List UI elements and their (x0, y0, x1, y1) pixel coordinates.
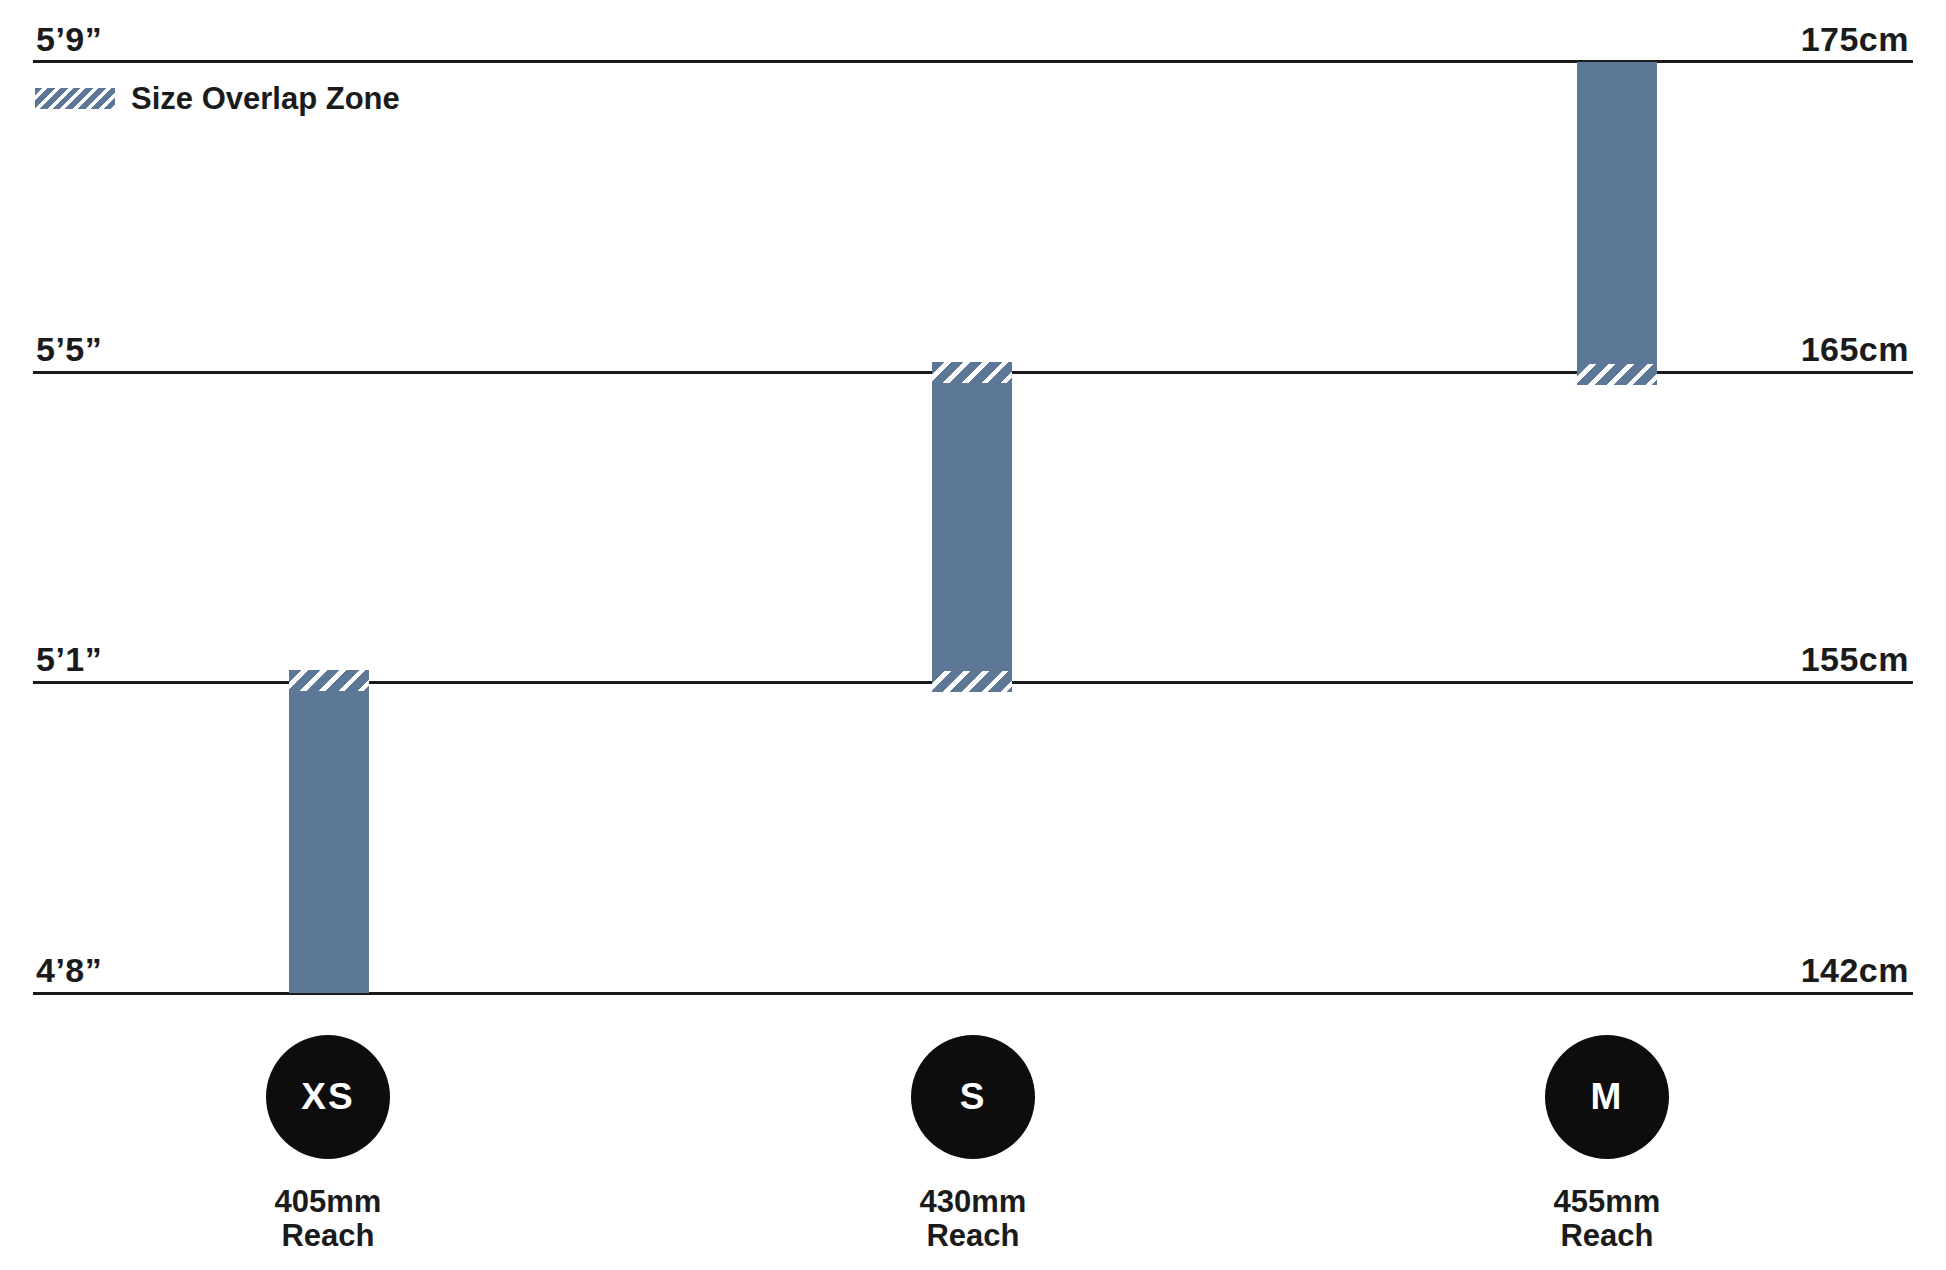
size-bar-xs (289, 670, 369, 993)
height-label-metric: 175cm (1801, 22, 1909, 56)
overlap-zone-s-top (932, 362, 1012, 383)
size-badge-s-label: S (960, 1076, 987, 1118)
size-bar-s (932, 362, 1012, 692)
height-label-imperial: 5’9” (36, 22, 102, 56)
reach-word-s: Reach (920, 1219, 1027, 1253)
reach-value-m: 455mm (1554, 1185, 1661, 1219)
size-column-xs: XS 405mm Reach (228, 1035, 428, 1253)
height-label-metric: 142cm (1801, 953, 1909, 987)
legend: Size Overlap Zone (35, 83, 400, 114)
reach-value-s: 430mm (920, 1185, 1027, 1219)
size-bar-xs-fill (289, 691, 369, 993)
reach-label-s: 430mm Reach (920, 1185, 1027, 1253)
size-badge-xs: XS (266, 1035, 390, 1159)
size-bar-m (1577, 62, 1657, 385)
size-bar-m-fill (1577, 62, 1657, 364)
size-chart: 5’9” 5’5” 5’1” 4’8” 175cm 165cm 155cm 14… (0, 0, 1946, 1270)
size-badge-xs-label: XS (301, 1076, 354, 1118)
reach-word-m: Reach (1554, 1219, 1661, 1253)
overlap-hatch-icon (35, 88, 115, 109)
height-label-imperial: 5’1” (36, 642, 102, 676)
reach-word-xs: Reach (275, 1219, 382, 1253)
reach-label-m: 455mm Reach (1554, 1185, 1661, 1253)
reach-value-xs: 405mm (275, 1185, 382, 1219)
legend-label: Size Overlap Zone (131, 83, 400, 114)
height-label-metric: 155cm (1801, 642, 1909, 676)
size-badge-s: S (911, 1035, 1035, 1159)
overlap-zone-s-bottom (932, 671, 1012, 692)
size-badge-m: M (1545, 1035, 1669, 1159)
reach-label-xs: 405mm Reach (275, 1185, 382, 1253)
overlap-zone-xs-top (289, 670, 369, 691)
height-label-imperial: 4’8” (36, 953, 102, 987)
size-bar-s-fill (932, 383, 1012, 671)
size-column-m: M 455mm Reach (1507, 1035, 1707, 1253)
size-badge-m-label: M (1591, 1076, 1624, 1118)
height-label-metric: 165cm (1801, 332, 1909, 366)
size-column-s: S 430mm Reach (873, 1035, 1073, 1253)
height-label-imperial: 5’5” (36, 332, 102, 366)
overlap-zone-m-bottom (1577, 364, 1657, 385)
